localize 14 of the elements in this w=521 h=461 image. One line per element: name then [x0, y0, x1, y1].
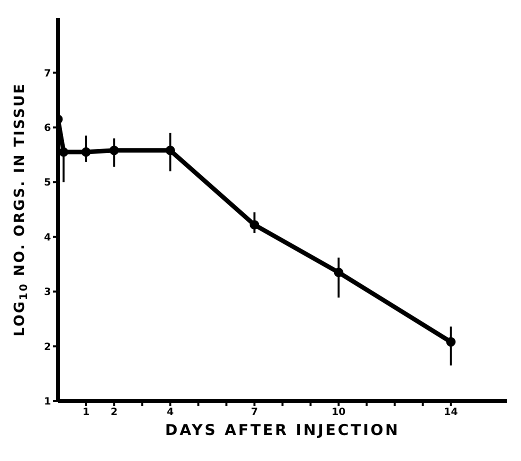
- y-tick-label: 1: [44, 396, 52, 408]
- y-tick-label: 5: [44, 178, 52, 189]
- x-tick-label: 4: [166, 407, 174, 418]
- y-tick-label: 2: [44, 342, 52, 353]
- x-tick-label: 7: [250, 407, 258, 418]
- x-tick-label: 10: [332, 407, 346, 418]
- x-tick-label: 2: [110, 407, 118, 418]
- y-tick-label: 7: [44, 68, 52, 80]
- y-tick-label: 3: [44, 287, 52, 298]
- x-tick-label: 14: [444, 407, 458, 418]
- y-tick-label: 6: [44, 122, 52, 134]
- x-tick-label: 1: [82, 407, 90, 418]
- x-axis-title: DAYS AFTER INJECTION: [165, 421, 400, 439]
- y-tick-label: 4: [44, 232, 52, 244]
